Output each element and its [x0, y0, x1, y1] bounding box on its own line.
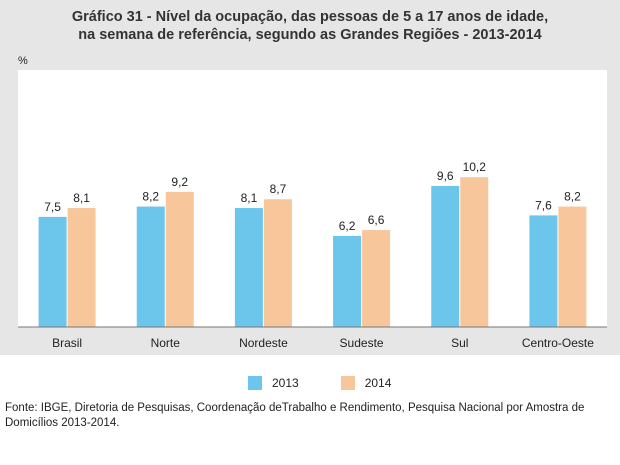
- bar-2013-centro-oeste: [529, 215, 558, 327]
- x-tick-label-sudeste: Sudeste: [340, 336, 384, 350]
- data-label-2014-sul: 10,2: [463, 160, 487, 174]
- bar-2013-brasil: [38, 216, 67, 327]
- bar-2014-sul: [460, 177, 489, 327]
- data-label-2014-norte: 9,2: [171, 175, 188, 189]
- bar-2013-sul: [431, 186, 460, 327]
- x-tick-label-sul: Sul: [451, 336, 468, 350]
- data-label-2014-sudeste: 6,6: [368, 213, 385, 227]
- legend-item-2013: 2013: [248, 376, 299, 390]
- y-axis-label: %: [18, 55, 28, 67]
- chart-legend: 2013 2014: [248, 376, 433, 390]
- bar-2013-sudeste: [333, 235, 362, 327]
- data-label-2014-nordeste: 8,7: [270, 182, 287, 196]
- x-tick-label-brasil: Brasil: [52, 336, 82, 350]
- x-tick-label-nordeste: Nordeste: [239, 336, 288, 350]
- bar-2014-nordeste: [263, 199, 292, 327]
- bar-chart: % 7,5 8,1 Brasil 8,2 9,2 Norte 8,1 8,7 Nordeste 6,…: [18, 55, 607, 350]
- legend-label-2013: 2013: [272, 376, 299, 390]
- legend-swatch-2013: [248, 376, 262, 390]
- x-tick-label-norte: Norte: [151, 336, 181, 350]
- legend-swatch-2014: [340, 376, 355, 390]
- data-label-2013-norte: 8,2: [142, 190, 159, 204]
- chart-title: Gráfico 31 - Nível da ocupação, das pess…: [0, 8, 620, 44]
- data-label-2014-brasil: 8,1: [73, 191, 90, 205]
- legend-item-2014: 2014: [340, 376, 392, 390]
- plot-area: [18, 70, 607, 327]
- chart-title-line-2: na semana de referência, segundo as Gran…: [78, 27, 542, 43]
- bar-2014-norte: [165, 191, 194, 327]
- data-label-2014-centro-oeste: 8,2: [564, 190, 581, 204]
- bar-2013-nordeste: [234, 208, 263, 327]
- legend-label-2014: 2014: [364, 376, 392, 390]
- data-label-2013-brasil: 7,5: [44, 200, 61, 214]
- chart-title-line-1: Gráfico 31 - Nível da ocupação, das pess…: [71, 9, 549, 25]
- bar-2014-brasil: [67, 208, 96, 327]
- data-label-2013-sul: 9,6: [437, 169, 454, 183]
- x-tick-label-centro-oeste: Centro-Oeste: [522, 336, 594, 350]
- data-label-2013-sudeste: 6,2: [339, 219, 356, 233]
- data-label-2013-nordeste: 8,1: [241, 191, 258, 205]
- bar-2014-sudeste: [362, 230, 391, 327]
- bar-2013-norte: [136, 206, 165, 327]
- bar-2014-centro-oeste: [558, 206, 587, 327]
- source-note: Fonte: IBGE, Diretoria de Pesquisas, Coo…: [5, 402, 585, 429]
- data-label-2013-centro-oeste: 7,6: [535, 198, 552, 212]
